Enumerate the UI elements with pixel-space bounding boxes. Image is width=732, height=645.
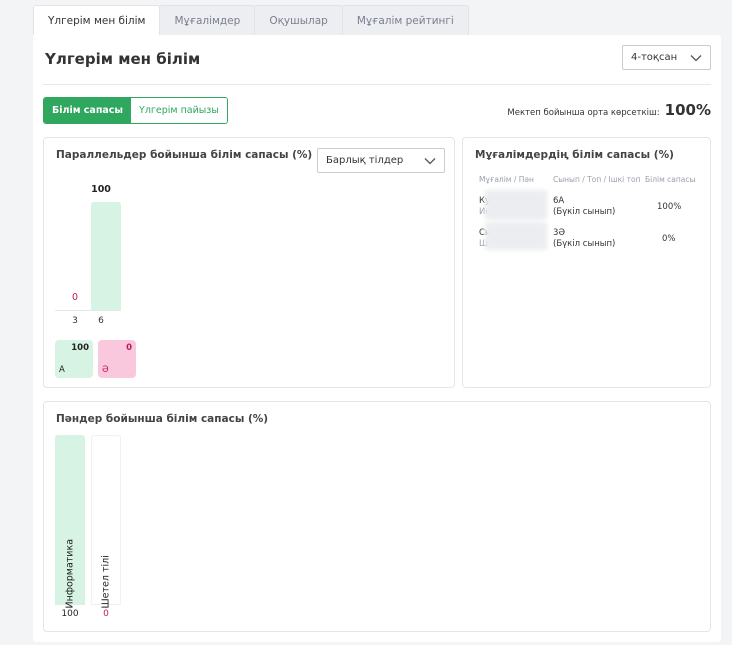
legend-ae-name: Ә bbox=[102, 365, 109, 375]
school-average-label: Мектеп бойынша орта көрсеткіш: bbox=[507, 108, 660, 118]
teacher-subject: Ш bbox=[479, 239, 489, 249]
legend-a-name: А bbox=[59, 365, 65, 375]
col-teacher: Мұғалім / Пән bbox=[479, 175, 534, 184]
tab-performance[interactable]: Үлгерім мен білім bbox=[33, 5, 161, 35]
subject-bar bbox=[91, 435, 121, 605]
school-average-value: 100% bbox=[664, 101, 711, 119]
redacted-name bbox=[485, 190, 547, 220]
x-tick-3: 3 bbox=[72, 316, 78, 326]
subject-label: Шетел тілі bbox=[100, 555, 112, 609]
class-name: 6А bbox=[553, 196, 565, 206]
group-name: (Бүкіл сынып) bbox=[553, 207, 616, 217]
subject-value: 100 bbox=[61, 609, 79, 619]
legend-ae: 0 Ә bbox=[98, 340, 136, 378]
bar-value-3: 0 bbox=[71, 292, 79, 303]
language-select-value: Барлық тілдер bbox=[326, 155, 404, 166]
quality-value: 0% bbox=[662, 234, 676, 244]
x-tick-6: 6 bbox=[98, 316, 104, 326]
divider bbox=[43, 84, 711, 85]
col-class: Сынып / Топ / Ішкі топ bbox=[553, 175, 641, 184]
subject-bar bbox=[55, 435, 85, 605]
quality-value: 100% bbox=[657, 202, 682, 212]
parallels-panel: Параллельдер бойынша білім сапасы (%) Ба… bbox=[43, 137, 455, 388]
main-card: Үлгерім мен білім 4-тоқсан Білім сапасы … bbox=[33, 35, 721, 642]
bar-value-6: 100 bbox=[91, 184, 111, 195]
legend-a: 100 А bbox=[55, 340, 93, 378]
quarter-select[interactable]: 4-тоқсан bbox=[622, 45, 711, 70]
quality-toggle-button[interactable]: Білім сапасы bbox=[44, 98, 132, 123]
chevron-down-icon bbox=[424, 157, 436, 164]
col-quality: Білім сапасы bbox=[645, 175, 696, 184]
tab-teacher-rating[interactable]: Мұғалім рейтингі bbox=[341, 5, 469, 35]
legend-ae-value: 0 bbox=[126, 343, 132, 353]
page-title: Үлгерім мен білім bbox=[45, 50, 201, 68]
subject-label: Информатика bbox=[64, 538, 76, 609]
metric-toggle: Білім сапасы Үлгерім пайызы bbox=[43, 97, 228, 124]
progress-toggle-button[interactable]: Үлгерім пайызы bbox=[131, 98, 227, 123]
teachers-panel: Мұғалімдердің білім сапасы (%) Мұғалім /… bbox=[462, 137, 711, 388]
tab-bar: Үлгерім мен білім Мұғалімдер Оқушылар Мұ… bbox=[33, 5, 469, 35]
subject-value: 0 bbox=[103, 609, 109, 619]
quarter-select-value: 4-тоқсан bbox=[631, 52, 678, 63]
subjects-panel: Пәндер бойынша білім сапасы (%) Информат… bbox=[43, 401, 711, 632]
chevron-down-icon bbox=[690, 54, 702, 61]
parallels-title: Параллельдер бойынша білім сапасы (%) bbox=[56, 149, 313, 161]
tab-teachers[interactable]: Мұғалімдер bbox=[159, 5, 256, 35]
parallels-axis bbox=[55, 310, 121, 311]
legend-a-value: 100 bbox=[71, 343, 89, 353]
teachers-title: Мұғалімдердің білім сапасы (%) bbox=[475, 149, 674, 161]
redacted-name bbox=[485, 222, 547, 250]
language-select[interactable]: Барлық тілдер bbox=[317, 148, 445, 173]
teacher-name: Сь bbox=[479, 228, 490, 239]
group-name: (Бүкіл сынып) bbox=[553, 239, 616, 249]
school-average: Мектеп бойынша орта көрсеткіш: 100% bbox=[507, 101, 711, 119]
subjects-title: Пәндер бойынша білім сапасы (%) bbox=[56, 413, 269, 425]
bar-6 bbox=[91, 202, 121, 310]
teacher-name: Ку bbox=[479, 196, 491, 207]
tab-students[interactable]: Оқушылар bbox=[254, 5, 343, 35]
teacher-subject: Ин bbox=[479, 207, 491, 218]
class-name: 3Ә bbox=[553, 228, 566, 238]
